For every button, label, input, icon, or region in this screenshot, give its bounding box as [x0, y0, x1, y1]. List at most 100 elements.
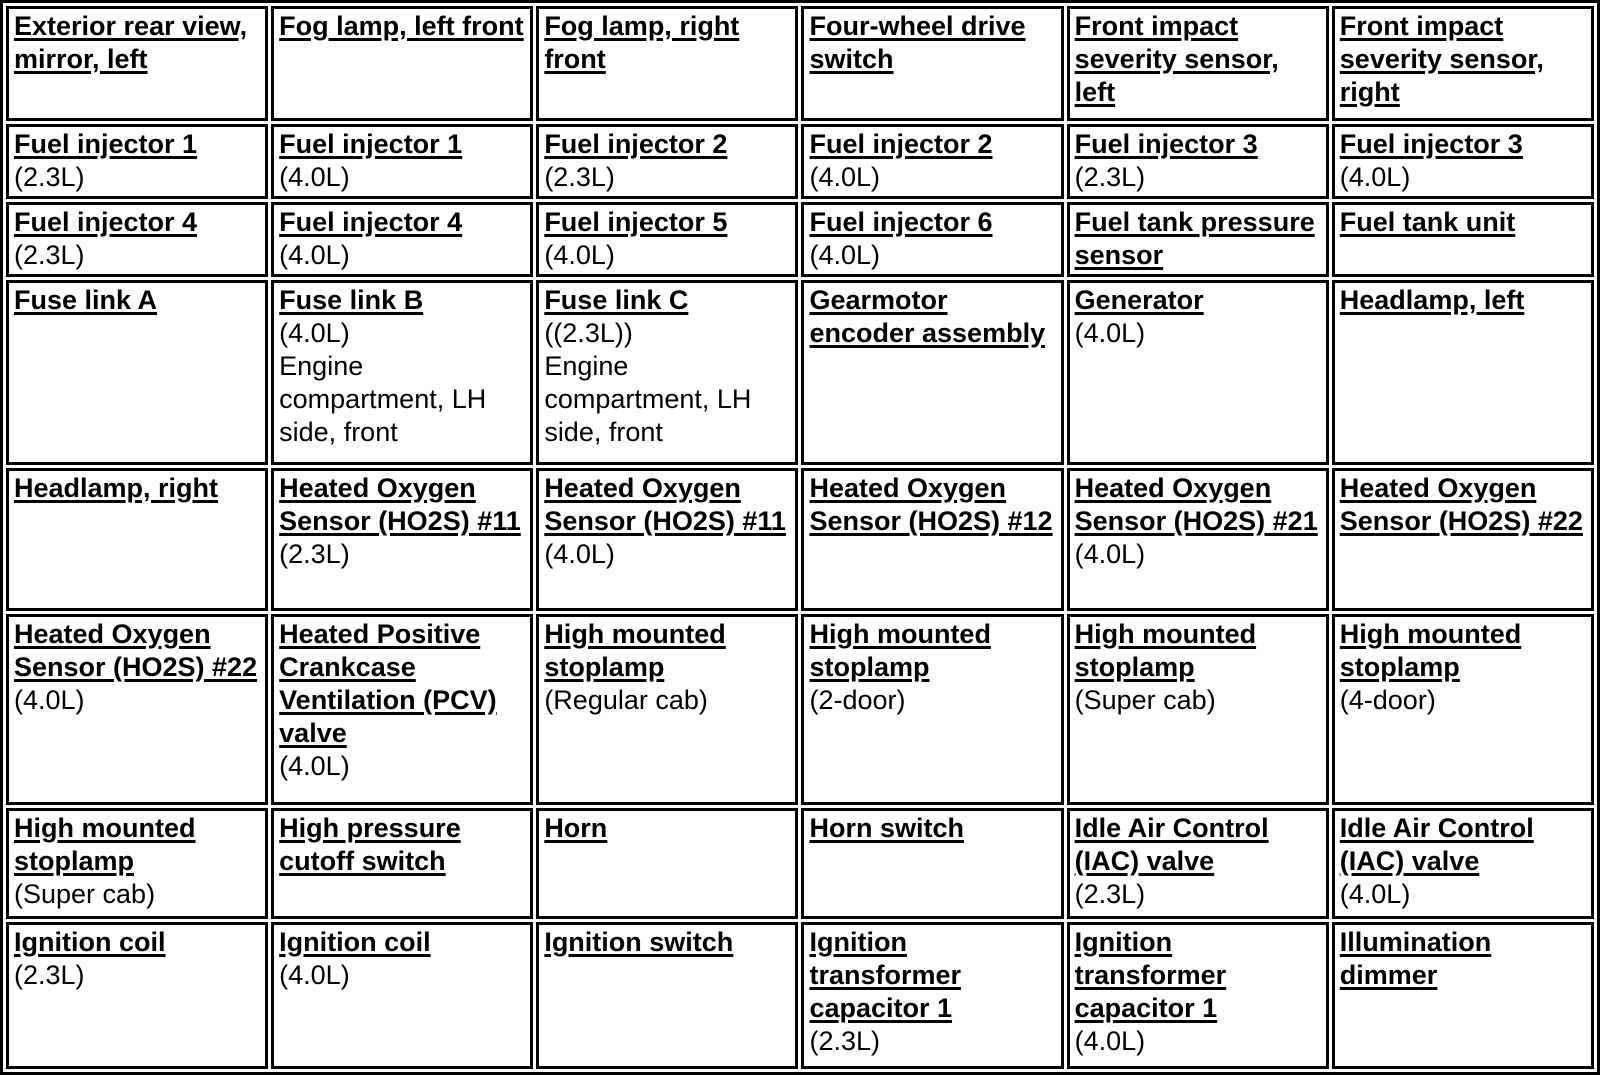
component-link[interactable]: Heated Oxygen Sensor (HO2S) #22 — [14, 618, 258, 682]
component-link[interactable]: Fuel injector 4 — [279, 206, 463, 237]
component-variant-label: (4.0L) — [809, 239, 881, 270]
component-variant-label: (2.3L) — [279, 538, 350, 569]
table-cell: Gearmotor encoder assembly — [801, 279, 1064, 465]
component-link[interactable]: Fuel tank unit — [1339, 206, 1516, 237]
component-link[interactable]: Horn switch — [809, 812, 964, 843]
component-link[interactable]: Horn — [544, 812, 608, 843]
component-variant-label: (2-door) — [809, 684, 906, 715]
component-link[interactable]: Gearmotor encoder assembly — [809, 284, 1046, 348]
component-link[interactable]: Ignition coil — [14, 926, 166, 957]
component-variant-label: (4.0L) — [1339, 161, 1411, 192]
component-variant-label: (2.3L) — [14, 239, 85, 270]
component-link[interactable]: Heated Oxygen Sensor (HO2S) #22 — [1339, 472, 1583, 536]
component-variant-label: (4-door) — [1339, 684, 1436, 715]
component-link[interactable]: Fuel injector 3 — [1339, 129, 1523, 159]
component-link[interactable]: Four-wheel drive switch — [809, 11, 1026, 74]
table-cell: Front impact severity sensor, right — [1331, 6, 1594, 121]
table-cell: Fog lamp, right front — [536, 6, 799, 121]
component-link[interactable]: High pressure cutoff switch — [279, 812, 461, 876]
component-link[interactable]: Heated Oxygen Sensor (HO2S) #21 — [1074, 472, 1318, 536]
table-cell: Heated Positive Crankcase Ventilation (P… — [271, 613, 534, 805]
component-link[interactable]: Fog lamp, left front — [279, 11, 524, 41]
component-link[interactable]: High mounted stoplamp — [14, 812, 196, 876]
component-link[interactable]: Fuse link A — [14, 284, 158, 315]
component-link[interactable]: Fuel injector 3 — [1074, 129, 1258, 159]
component-link[interactable]: High mounted stoplamp — [544, 618, 726, 682]
component-variant-label: (2.3L) — [1074, 878, 1146, 909]
table-cell: High mounted stoplamp (2-door) — [801, 613, 1064, 805]
component-link[interactable]: Generator — [1074, 284, 1204, 315]
table-cell: Fog lamp, left front — [271, 6, 534, 121]
table-row: Heated Oxygen Sensor (HO2S) #22 (4.0L) H… — [6, 613, 1594, 805]
table-cell: Idle Air Control (IAC) valve (2.3L) — [1066, 807, 1329, 919]
component-link[interactable]: Fuel injector 2 — [809, 129, 993, 159]
component-variant-label: (4.0L) — [279, 750, 350, 781]
component-link[interactable]: Fuel injector 1 — [14, 129, 198, 159]
table-cell: Four-wheel drive switch — [801, 6, 1064, 121]
table-cell: Ignition transformer capacitor 1 (4.0L) — [1066, 921, 1329, 1069]
component-variant-label: ((2.3L)) Engine compartment, LH side, fr… — [544, 317, 752, 447]
table-cell: Headlamp, right — [6, 467, 269, 611]
table-cell: Generator (4.0L) — [1066, 279, 1329, 465]
component-link[interactable]: Fuel injector 5 — [544, 206, 728, 237]
component-link[interactable]: Ignition transformer capacitor 1 — [809, 926, 962, 1023]
component-link[interactable]: Headlamp, right — [14, 472, 219, 503]
component-link[interactable]: Heated Oxygen Sensor (HO2S) #11 — [544, 472, 786, 536]
component-variant-label: (2.3L) — [1074, 161, 1146, 192]
component-variant-label: (4.0L) — [279, 239, 350, 270]
component-link[interactable]: Front impact severity sensor, right — [1339, 11, 1544, 107]
table-cell: High mounted stoplamp (4-door) — [1331, 613, 1594, 805]
table-cell: Fuel injector 4 (4.0L) — [271, 201, 534, 277]
component-link[interactable]: Heated Oxygen Sensor (HO2S) #12 — [809, 472, 1053, 536]
table-cell: Fuel tank pressure sensor — [1066, 201, 1329, 277]
component-link[interactable]: Fuel tank pressure sensor — [1074, 206, 1315, 270]
component-variant-label: (4.0L) — [1074, 538, 1146, 569]
component-link[interactable]: High mounted stoplamp — [1074, 618, 1257, 682]
component-link[interactable]: Idle Air Control (IAC) valve — [1074, 812, 1269, 876]
component-variant-label: (4.0L) — [279, 959, 350, 990]
component-link[interactable]: Fuse link C — [544, 284, 689, 315]
component-variant-label: (4.0L) — [809, 161, 881, 192]
component-link[interactable]: Fog lamp, right front — [544, 11, 740, 74]
table-cell: Fuel injector 2 (4.0L) — [801, 124, 1064, 199]
component-link[interactable]: High mounted stoplamp — [1339, 618, 1522, 682]
component-link[interactable]: Fuel injector 2 — [544, 129, 728, 159]
component-link[interactable]: Ignition transformer capacitor 1 — [1074, 926, 1227, 1023]
table-cell: Fuel injector 6 (4.0L) — [801, 201, 1064, 277]
table-row: Fuse link A Fuse link B (4.0L) Engine co… — [6, 279, 1594, 465]
table-cell: Fuse link A — [6, 279, 269, 465]
component-link[interactable]: Headlamp, left — [1339, 284, 1525, 315]
table-cell: Heated Oxygen Sensor (HO2S) #11 (2.3L) — [271, 467, 534, 611]
component-link[interactable]: Fuel injector 6 — [809, 206, 993, 237]
table-cell: Front impact severity sensor, left — [1066, 6, 1329, 121]
component-link[interactable]: Ignition coil — [279, 926, 431, 957]
component-link[interactable]: Fuel injector 1 — [279, 129, 463, 159]
component-link[interactable]: Illumination dimmer — [1339, 926, 1492, 990]
component-variant-label: (4.0L) — [279, 161, 350, 192]
component-link[interactable]: Idle Air Control (IAC) valve — [1339, 812, 1534, 876]
component-link[interactable]: Fuel injector 4 — [14, 206, 198, 237]
table-cell: Heated Oxygen Sensor (HO2S) #21 (4.0L) — [1066, 467, 1329, 611]
component-link[interactable]: Exterior rear view, mirror, left — [14, 11, 248, 74]
component-link[interactable]: Fuse link B — [279, 284, 424, 315]
table-cell: High mounted stoplamp (Regular cab) — [536, 613, 799, 805]
table-cell: High mounted stoplamp (Super cab) — [6, 807, 269, 919]
component-variant-label: (2.3L) — [14, 161, 85, 192]
component-link[interactable]: Heated Oxygen Sensor (HO2S) #11 — [279, 472, 521, 536]
component-link[interactable]: Heated Positive Crankcase Ventilation (P… — [279, 618, 497, 748]
component-variant-label: (Regular cab) — [544, 684, 708, 715]
component-link[interactable]: Front impact severity sensor, left — [1074, 11, 1279, 107]
table-cell: Heated Oxygen Sensor (HO2S) #12 — [801, 467, 1064, 611]
table-cell: Headlamp, left — [1331, 279, 1594, 465]
table-cell: Fuel injector 3 (4.0L) — [1331, 124, 1594, 199]
component-link[interactable]: High mounted stoplamp — [809, 618, 991, 682]
table-cell: Ignition coil (4.0L) — [271, 921, 534, 1069]
component-variant-label: (4.0L) — [1074, 317, 1146, 348]
component-link[interactable]: Ignition switch — [544, 926, 734, 957]
table-cell: Heated Oxygen Sensor (HO2S) #22 — [1331, 467, 1594, 611]
table-row: Headlamp, right Heated Oxygen Sensor (HO… — [6, 467, 1594, 611]
table-row: Fuel injector 1 (2.3L) Fuel injector 1 (… — [6, 124, 1594, 199]
table-cell: Idle Air Control (IAC) valve (4.0L) — [1331, 807, 1594, 919]
component-variant-label: (Super cab) — [1074, 684, 1216, 715]
